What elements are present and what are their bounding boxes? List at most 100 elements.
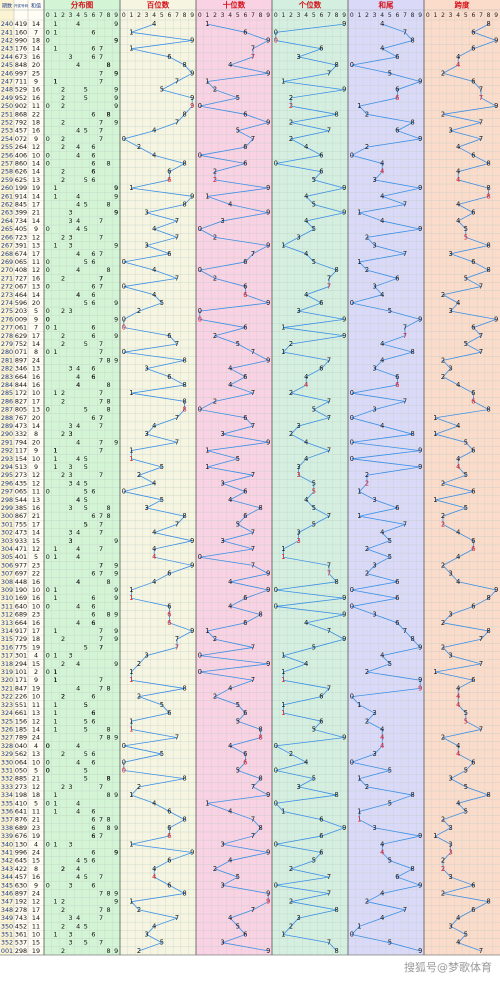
trend-digit: 6 bbox=[243, 28, 247, 36]
trend-digit: 0 bbox=[122, 258, 126, 266]
trend-digit: 0 bbox=[350, 414, 354, 422]
draw-digit: 1 bbox=[15, 791, 19, 799]
sum: 13 bbox=[32, 406, 40, 414]
draw-number: 645 bbox=[15, 857, 27, 865]
draw-digit: 7 bbox=[19, 561, 23, 569]
period: 278 bbox=[1, 332, 13, 340]
trend-digit: 3 bbox=[296, 537, 300, 545]
trend-digit: 3 bbox=[144, 430, 148, 438]
trend-digit: 9 bbox=[266, 69, 270, 77]
draw-number: 171 bbox=[15, 676, 27, 684]
column-number: 6 bbox=[395, 12, 399, 19]
period: 275 bbox=[1, 307, 13, 315]
draw-digit: 4 bbox=[15, 578, 19, 586]
column-number: 6 bbox=[471, 12, 475, 19]
distribution-digit: 1 bbox=[53, 447, 57, 455]
trend-digit: 6 bbox=[319, 151, 323, 159]
distribution-digit: 0 bbox=[46, 602, 50, 610]
trend-digit: 7 bbox=[251, 783, 255, 791]
draw-number: 452 bbox=[15, 922, 27, 930]
distribution-digit: 6 bbox=[91, 512, 95, 520]
period: 240 bbox=[1, 20, 13, 28]
draw-number: 457 bbox=[15, 873, 27, 881]
sum: 2 bbox=[34, 668, 38, 676]
sum: 14 bbox=[32, 20, 40, 28]
draw-digit: 4 bbox=[19, 201, 23, 209]
sum: 5 bbox=[34, 799, 38, 807]
trend-digit: 2 bbox=[137, 783, 141, 791]
trend-digit: 4 bbox=[304, 250, 308, 258]
draw-digit: 0 bbox=[15, 758, 19, 766]
trend-digit: 0 bbox=[274, 799, 278, 807]
draw-number: 406 bbox=[15, 151, 27, 159]
draw-digit: 1 bbox=[15, 676, 19, 684]
trend-digit: 4 bbox=[380, 652, 384, 660]
draw-digit: 5 bbox=[19, 873, 23, 881]
period: 298 bbox=[1, 496, 13, 504]
draw-digit: 0 bbox=[23, 37, 27, 45]
trend-digit: 7 bbox=[479, 332, 483, 340]
draw-digit: 4 bbox=[19, 365, 23, 373]
trend-digit: 6 bbox=[395, 127, 399, 135]
trend-digit: 2 bbox=[137, 947, 141, 955]
draw-digit: 6 bbox=[23, 168, 27, 176]
distribution-digit: 0 bbox=[46, 315, 50, 323]
distribution-digit: 3 bbox=[69, 209, 73, 217]
sum: 14 bbox=[32, 192, 40, 200]
draw-number: 727 bbox=[15, 274, 27, 282]
period: 273 bbox=[1, 291, 13, 299]
draw-digit: 8 bbox=[15, 406, 19, 414]
draw-digit: 6 bbox=[19, 373, 23, 381]
draw-digit: 3 bbox=[15, 209, 19, 217]
trend-digit: 4 bbox=[380, 291, 384, 299]
distribution-digit: 1 bbox=[53, 676, 57, 684]
trend-digit: 1 bbox=[281, 709, 285, 717]
draw-number: 664 bbox=[15, 619, 27, 627]
trend-digit: 1 bbox=[357, 775, 361, 783]
column-number: 1 bbox=[205, 12, 209, 19]
period: 289 bbox=[1, 422, 13, 430]
trend-digit: 4 bbox=[456, 143, 460, 151]
draw-digit: 7 bbox=[15, 340, 19, 348]
draw-number: 172 bbox=[15, 389, 27, 397]
header-label: 开奖号码 bbox=[14, 3, 29, 8]
trend-digit: 6 bbox=[243, 619, 247, 627]
trend-digit: 3 bbox=[372, 283, 376, 291]
trend-digit: 9 bbox=[418, 447, 422, 455]
trend-digit: 6 bbox=[471, 209, 475, 217]
distribution-digit: 6 bbox=[91, 881, 95, 889]
trend-digit: 6 bbox=[471, 45, 475, 53]
trend-digit: 6 bbox=[167, 611, 171, 619]
period: 347 bbox=[1, 898, 13, 906]
draw-digit: 5 bbox=[19, 127, 23, 135]
distribution-digit: 1 bbox=[53, 20, 57, 28]
distribution-digit: 7 bbox=[99, 356, 103, 364]
period: 304 bbox=[1, 545, 13, 553]
distribution-digit: 9 bbox=[114, 37, 118, 45]
trend-digit: 8 bbox=[334, 906, 338, 914]
draw-digit: 4 bbox=[15, 266, 19, 274]
draw-number: 273 bbox=[15, 471, 27, 479]
distribution-digit: 1 bbox=[53, 545, 57, 553]
period: 302 bbox=[1, 529, 13, 537]
trend-digit: 5 bbox=[464, 233, 468, 241]
draw-digit: 7 bbox=[19, 529, 23, 537]
distribution-digit: 4 bbox=[76, 192, 80, 200]
panel-title: 百位数 bbox=[147, 0, 170, 10]
draw-digit: 0 bbox=[19, 668, 23, 676]
distribution-digit: 6 bbox=[91, 611, 95, 619]
sum: 20 bbox=[32, 414, 40, 422]
distribution-digit: 4 bbox=[76, 684, 80, 692]
distribution-digit: 7 bbox=[99, 340, 103, 348]
draw-digit: 9 bbox=[19, 898, 23, 906]
draw-number: 845 bbox=[15, 201, 27, 209]
trend-digit: 0 bbox=[350, 438, 354, 446]
distribution-digit: 7 bbox=[99, 438, 103, 446]
trend-digit: 0 bbox=[198, 266, 202, 274]
trend-digit: 1 bbox=[205, 463, 209, 471]
column-number: 0 bbox=[46, 12, 50, 19]
draw-digit: 5 bbox=[23, 225, 27, 233]
draw-digit: 9 bbox=[15, 37, 19, 45]
draw-number: 435 bbox=[15, 479, 27, 487]
sum: 16 bbox=[32, 53, 40, 61]
